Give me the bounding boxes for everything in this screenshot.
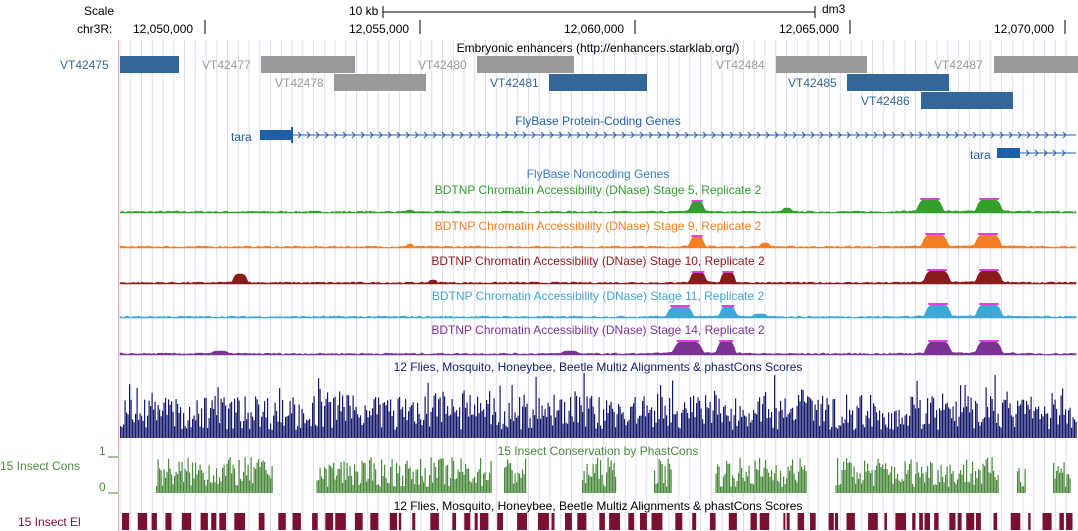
phastcons-side-label[interactable]: 15 Insect Cons [0,459,81,473]
phastcons-axis-max: 1 [99,444,106,458]
clip-mark [722,271,734,273]
enhancer-label-vt42480[interactable]: VT42480 [418,58,467,72]
multiz-track-title[interactable]: 12 Flies, Mosquito, Honeybee, Beetle Mul… [393,360,803,374]
dnase-signal[interactable] [119,269,1077,285]
clip-mark [676,340,700,342]
clip-mark [925,233,945,235]
coding-genes-track-title[interactable]: FlyBase Protein-Coding Genes [515,114,681,128]
enhancer-label-vt42484[interactable]: VT42484 [716,58,765,72]
clip-mark [978,233,998,235]
gene-label-tara[interactable]: tara [231,130,252,144]
dnase-stage10-track-title[interactable]: BDTNP Chromatin Accessibility (DNase) St… [431,254,765,268]
clip-mark [979,340,999,342]
phastcons-track-title[interactable]: 15 Insect Conservation by PhastCons [497,444,699,458]
clip-mark [691,235,703,237]
gene-model[interactable] [997,148,1076,158]
gene-model[interactable] [260,127,1076,143]
enhancer-label-vt42478[interactable]: VT42478 [275,76,324,90]
enhancer-feature-vt42486[interactable] [921,92,1013,109]
gene-label-tara[interactable]: tara [970,148,991,162]
ruler-tick-label: 12,055,000 [349,22,410,36]
dnase-signal[interactable] [119,198,1077,214]
enhancer-feature-vt42478[interactable] [334,74,426,91]
enhancer-label-vt42486[interactable]: VT42486 [861,94,910,108]
clip-mark [979,303,999,305]
enhancers-track-title[interactable]: Embryonic enhancers (http://enhancers.st… [456,41,740,55]
enhancer-label-vt42481[interactable]: VT42481 [490,76,539,90]
clip-mark [928,340,948,342]
dnase-signal[interactable] [119,233,1077,249]
noncoding-genes-track-title[interactable]: FlyBase Noncoding Genes [526,167,670,181]
scale-label: Scale [84,4,115,18]
ruler-tick-label: 12,060,000 [564,22,625,36]
dnase-stage9-track-title[interactable]: BDTNP Chromatin Accessibility (DNase) St… [434,219,762,233]
enhancer-feature-vt42487[interactable] [994,56,1078,73]
assembly-label: dm3 [822,2,846,16]
enhancer-feature-vt42480[interactable] [477,56,574,73]
ruler-tick-label: 12,050,000 [133,22,194,36]
clip-mark [670,305,690,307]
clip-mark [928,303,948,305]
enhancer-feature-vt42485[interactable] [847,74,949,91]
clip-mark [691,200,703,202]
clip-mark [719,340,733,342]
ruler [204,6,1066,34]
conserved-elements[interactable] [122,513,1073,530]
multiz-signal[interactable] [120,373,1077,438]
clip-mark [979,269,999,271]
enhancer-feature-vt42481[interactable] [549,74,647,91]
enhancer-label-vt42477[interactable]: VT42477 [202,58,251,72]
dnase-stage14-track-title[interactable]: BDTNP Chromatin Accessibility (DNase) St… [431,323,765,337]
phastcons-signal[interactable] [108,456,1071,494]
phastcons-axis-min: 0 [99,480,106,494]
grid-lines [119,40,1067,531]
clip-mark [721,305,735,307]
dnase-signal[interactable] [119,340,1077,356]
enhancer-label-vt42487[interactable]: VT42487 [934,58,983,72]
ruler-tick-label: 12,065,000 [779,22,840,36]
scale-bar-label: 10 kb [349,4,379,18]
elements-side-label[interactable]: 15 Insect El [18,515,81,529]
enhancer-label-vt42485[interactable]: VT42485 [788,76,837,90]
clip-mark [927,269,947,271]
enhancer-feature-vt42484[interactable] [776,56,867,73]
ruler-tick-label: 12,070,000 [994,22,1055,36]
clip-mark [979,198,999,200]
enhancer-feature-vt42477[interactable] [261,56,355,73]
dnase-stage5-track-title[interactable]: BDTNP Chromatin Accessibility (DNase) St… [434,183,762,197]
clip-mark [920,198,940,200]
clip-mark [691,271,705,273]
dnase-signal[interactable] [119,303,1077,319]
enhancer-label-vt42475[interactable]: VT42475 [60,58,109,72]
enhancer-feature-vt42475[interactable] [120,56,179,73]
elements-track-title[interactable]: 12 Flies, Mosquito, Honeybee, Beetle Mul… [393,499,803,513]
dnase-stage11-track-title[interactable]: BDTNP Chromatin Accessibility (DNase) St… [431,289,765,303]
chrom-label: chr3R: [77,22,113,36]
